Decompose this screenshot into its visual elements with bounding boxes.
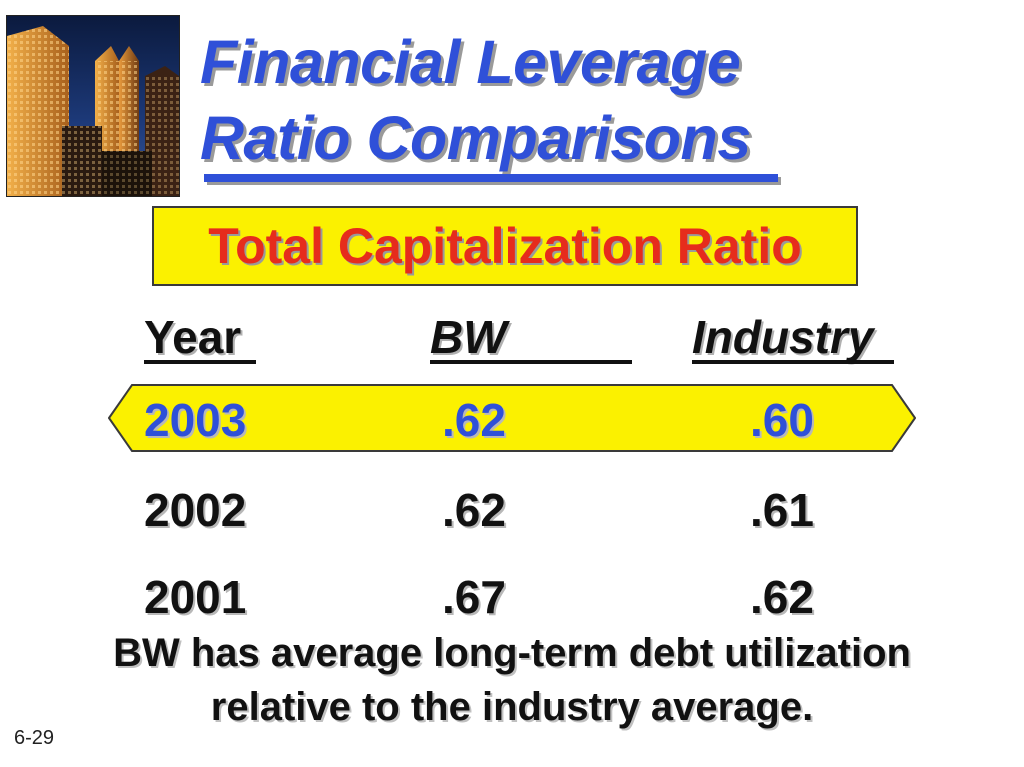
caption: BW has average long-term debt utilizatio… xyxy=(0,626,1024,734)
slide-number: 6-29 xyxy=(14,727,55,749)
header-year: Year xyxy=(144,311,242,363)
title-line-2: Ratio Comparisons xyxy=(200,104,751,172)
subtitle-box: Total Capitalization Ratio xyxy=(152,206,858,286)
header-bw-underline xyxy=(430,360,632,364)
subtitle-text: Total Capitalization Ratio xyxy=(208,218,802,274)
row-2001-industry: .62 xyxy=(750,571,814,623)
row-2003-bw: .62 xyxy=(442,394,506,446)
row-2003-year: 2003 xyxy=(144,394,247,446)
row-2002-industry: .61 xyxy=(750,484,814,536)
row-2002-year: 2002 xyxy=(144,484,247,536)
row-2001-bw: .67 xyxy=(442,571,506,623)
header-industry-underline xyxy=(692,360,894,364)
header-year-underline xyxy=(144,360,256,364)
city-skyscrapers-icon xyxy=(7,16,179,196)
title-line-1: Financial Leverage xyxy=(200,28,741,96)
header-bw: BW xyxy=(430,311,507,363)
row-2001-year: 2001 xyxy=(144,571,247,623)
skyscrapers-photo xyxy=(6,15,180,197)
header-industry: Industry xyxy=(692,311,874,363)
row-2002-bw: .62 xyxy=(442,484,506,536)
title-underline xyxy=(204,174,778,182)
highlight-outline xyxy=(108,384,916,452)
caption-line-2: relative to the industry average. xyxy=(210,685,814,729)
row-2003-industry: .60 xyxy=(750,394,814,446)
slide-title: Financial Leverage Ratio Comparisons xyxy=(200,24,800,176)
caption-line-1: BW has average long-term debt utilizatio… xyxy=(113,631,911,675)
highlight-band xyxy=(108,384,916,452)
